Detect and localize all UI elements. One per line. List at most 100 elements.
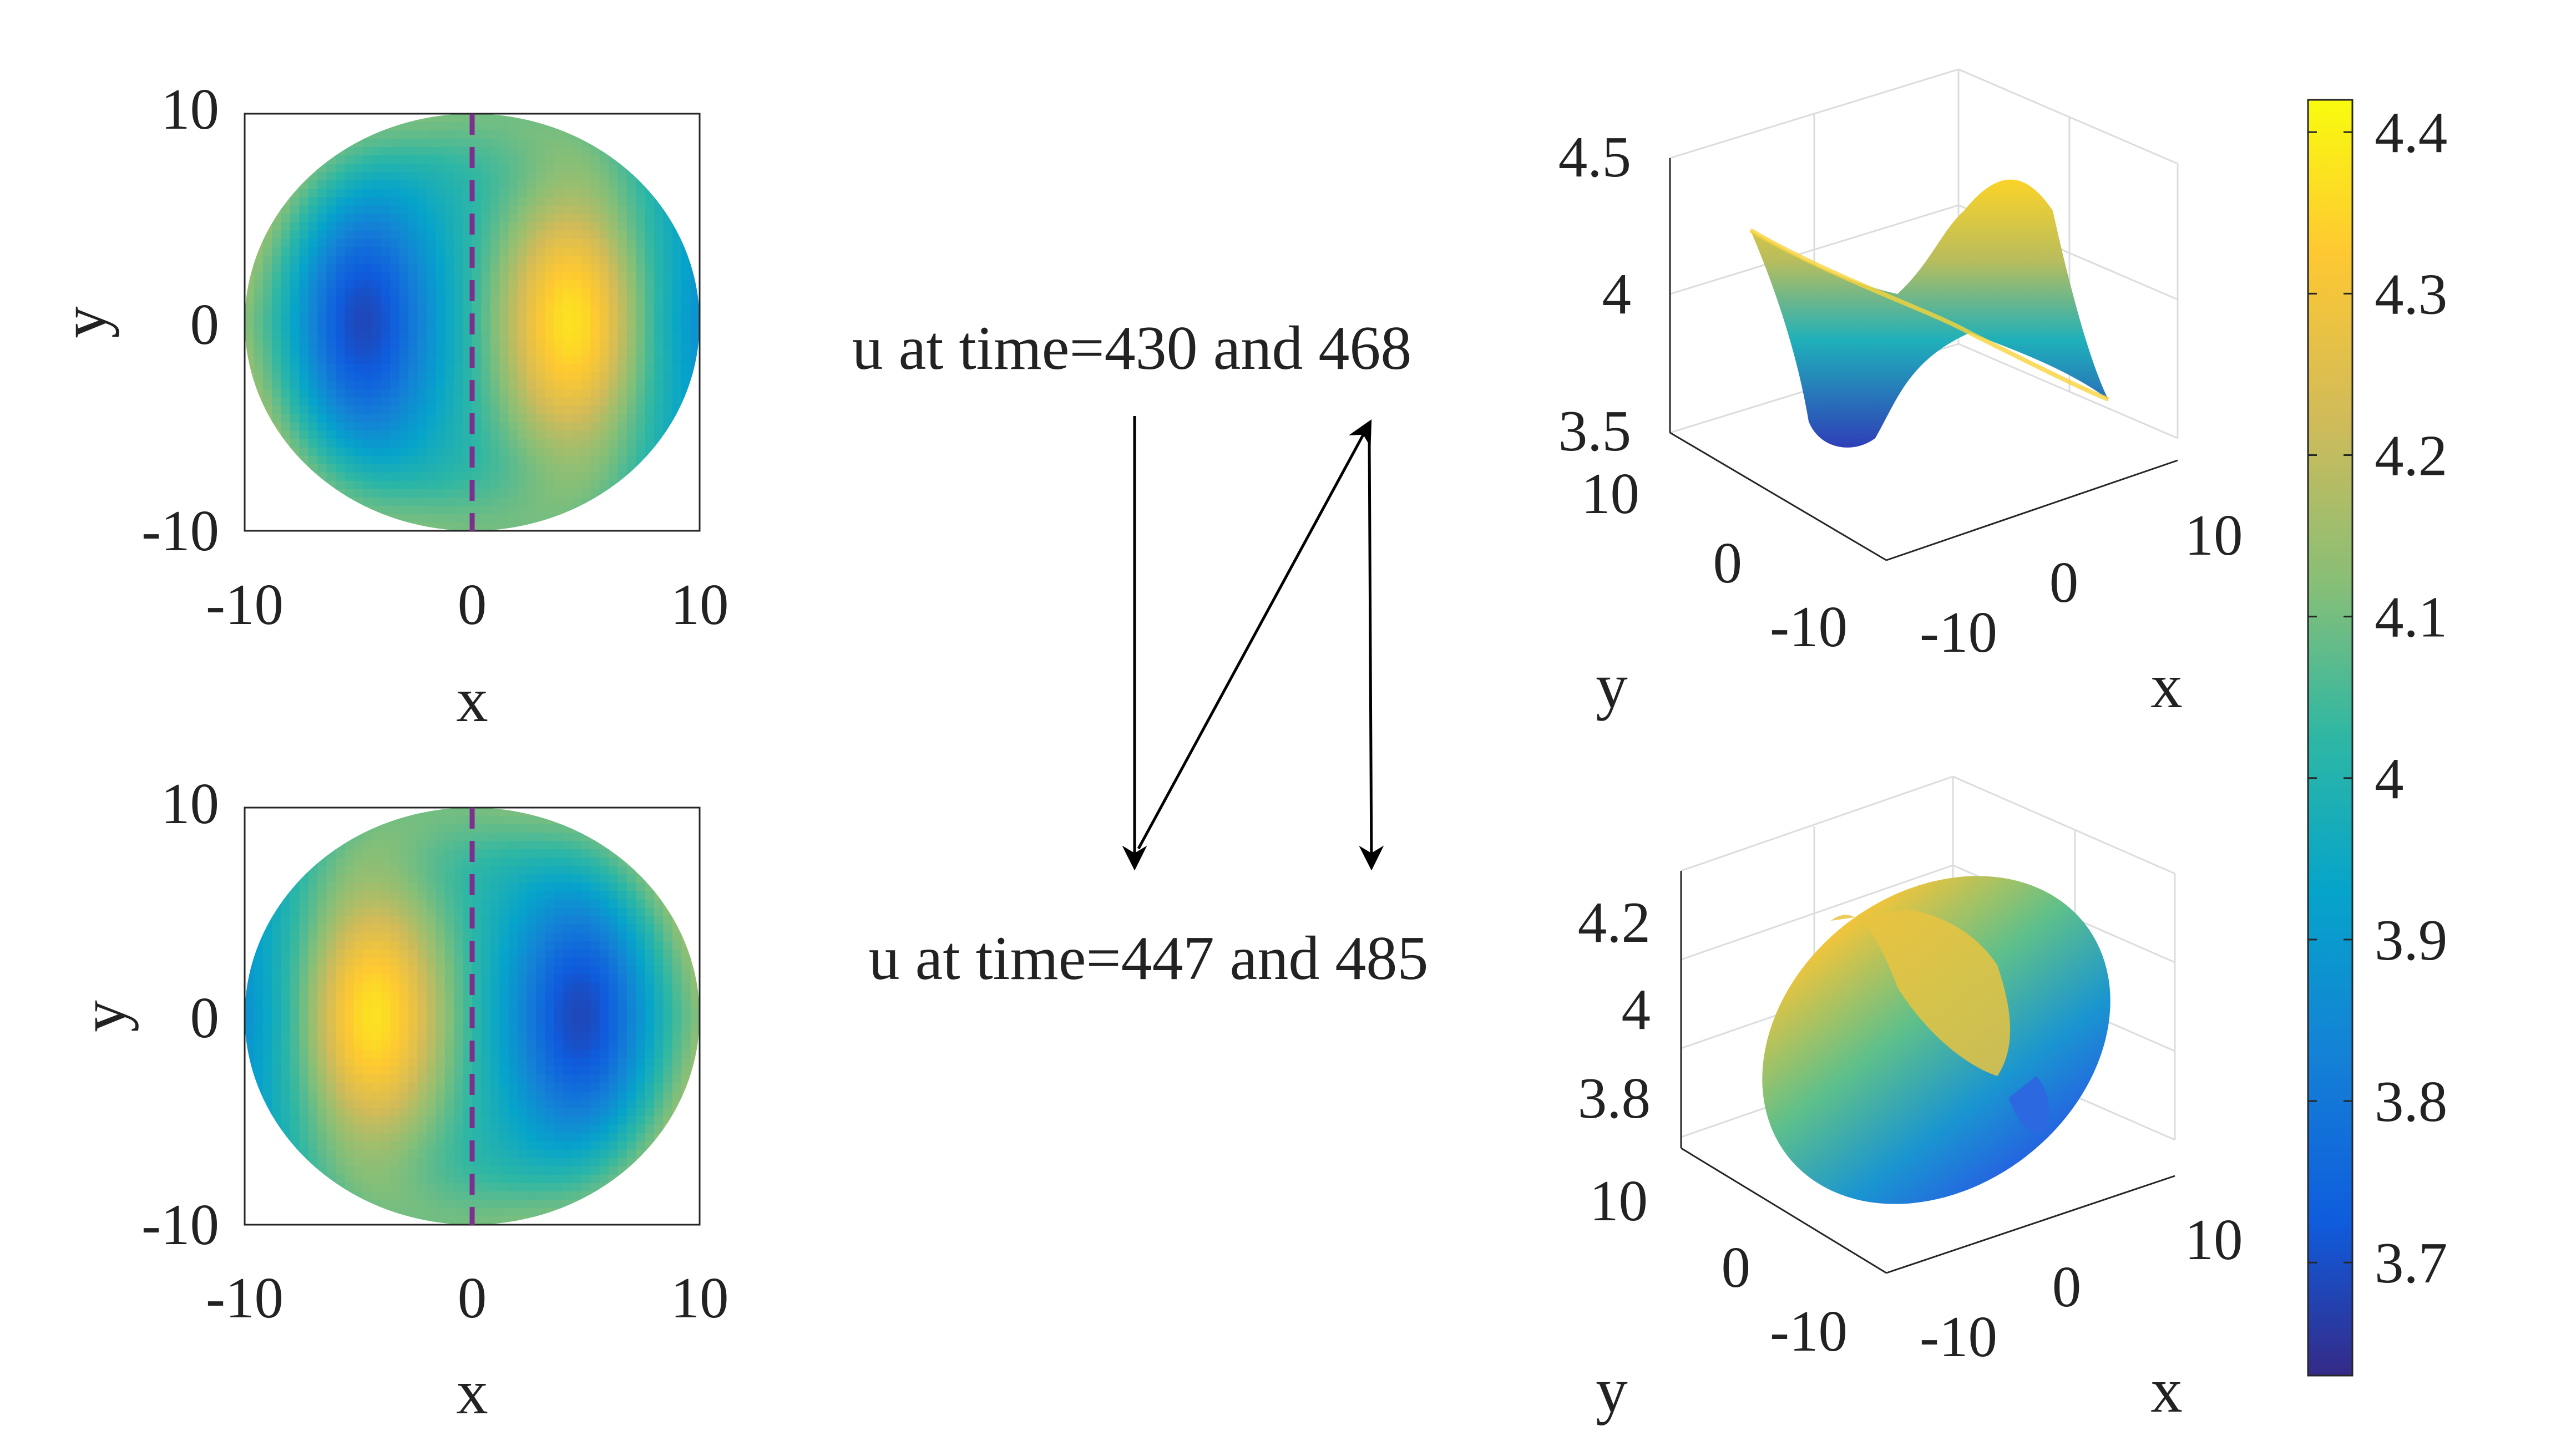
heatmap-cell <box>308 122 318 131</box>
heatmap-cell <box>436 841 446 850</box>
heatmap-cell <box>590 130 600 139</box>
heatmap-cell <box>609 480 619 490</box>
heatmap-cell <box>427 949 437 958</box>
heatmap-cell <box>436 1066 446 1075</box>
heatmap-cell <box>681 514 691 523</box>
heatmap-cell <box>308 907 318 917</box>
heatmap-cell <box>272 480 282 490</box>
heatmap-cell <box>363 808 373 816</box>
heatmap-cell <box>609 974 619 983</box>
heatmap-cell <box>336 874 346 884</box>
heatmap-cell <box>481 1049 491 1058</box>
heatmap-cell <box>590 263 600 273</box>
heatmap-cell <box>663 214 673 223</box>
heatmap-cell <box>290 288 300 298</box>
heatmap-cell <box>262 1099 272 1109</box>
heatmap-cell <box>654 999 664 1008</box>
heatmap-cell <box>636 966 646 975</box>
heatmap-cell <box>508 139 518 148</box>
heatmap-cell <box>363 1083 373 1092</box>
heatmap-cell <box>626 255 636 265</box>
heatmap-cell <box>572 339 582 348</box>
heatmap-cell <box>245 1174 255 1184</box>
heatmap-cell <box>599 1083 609 1092</box>
heatmap-cell <box>326 841 336 850</box>
heatmap-cell <box>636 130 646 139</box>
heatmap-cell <box>444 824 454 833</box>
heatmap-cell <box>545 957 555 967</box>
heatmap-cell <box>508 331 518 339</box>
heatmap-cell <box>353 1166 363 1175</box>
heatmap-cell <box>572 347 582 356</box>
heatmap-cell <box>436 1007 446 1017</box>
heatmap-cell <box>636 1074 646 1084</box>
heatmap-cell <box>444 288 454 298</box>
heatmap-cell <box>262 1024 272 1033</box>
heatmap-cell <box>281 891 291 900</box>
heatmap-cell <box>436 1183 446 1192</box>
heatmap-cell <box>372 1033 382 1042</box>
heatmap-cell <box>572 405 582 415</box>
heatmap-cell <box>490 1099 500 1109</box>
heatmap-cell <box>390 1149 400 1159</box>
heatmap-cell <box>599 1149 609 1159</box>
heatmap-cell <box>381 180 391 190</box>
heatmap-cell <box>436 139 446 148</box>
heatmap-cell <box>590 899 600 909</box>
heatmap-cell <box>609 255 619 265</box>
heatmap-cell <box>399 982 409 992</box>
heatmap-cell <box>254 1174 264 1184</box>
heatmap-cell <box>481 522 491 531</box>
heatmap-cell <box>499 999 509 1008</box>
heatmap-cell <box>626 924 636 934</box>
heatmap-cell <box>345 280 355 290</box>
heatmap-cell <box>663 1124 673 1134</box>
heatmap-cell <box>590 1158 600 1167</box>
heatmap-cell <box>636 949 646 958</box>
heatmap-cell <box>281 180 291 190</box>
heatmap-cell <box>599 247 609 256</box>
heatmap-cell <box>535 899 545 909</box>
heatmap-cell <box>518 1208 528 1217</box>
heatmap-cell <box>545 381 555 390</box>
heatmap-cell <box>663 364 673 373</box>
heatmap-cell <box>417 205 427 215</box>
heatmap-cell <box>590 255 600 265</box>
heatmap-cell <box>326 1183 336 1192</box>
heatmap-cell <box>417 924 427 934</box>
heatmap-cell <box>272 1149 282 1159</box>
heatmap-cell <box>681 1141 691 1150</box>
heatmap-cell <box>490 480 500 490</box>
heatmap-cell <box>299 205 309 215</box>
heatmap-cell <box>599 255 609 265</box>
heatmap-cell <box>272 924 282 934</box>
heatmap-cell <box>663 833 673 841</box>
heatmap-cell <box>299 1208 309 1217</box>
heatmap-cell <box>281 882 291 892</box>
heatmap-cell <box>518 414 528 423</box>
heatmap-cell <box>563 205 573 215</box>
heatmap-cell <box>581 472 591 481</box>
heatmap-cell <box>481 849 491 859</box>
heatmap-cell <box>518 189 528 198</box>
heatmap-cell <box>262 1083 272 1092</box>
heatmap-cell <box>436 1208 446 1217</box>
heatmap-cell <box>481 422 491 432</box>
heatmap-cell <box>427 439 437 448</box>
heatmap-cell <box>399 313 409 323</box>
heatmap-cell <box>317 1208 327 1217</box>
heatmap-cell <box>254 966 264 975</box>
heatmap-cell <box>299 1041 309 1050</box>
heatmap-cell <box>672 841 682 850</box>
heatmap-cell <box>554 347 564 356</box>
heatmap-cell <box>326 816 336 825</box>
heatmap-cell <box>563 1033 573 1042</box>
heatmap-cell <box>599 866 609 875</box>
heatmap-cell <box>490 957 500 967</box>
heatmap-cell <box>317 1024 327 1033</box>
heatmap-cell <box>272 255 282 265</box>
heatmap-cell <box>363 372 373 382</box>
heatmap-cell <box>654 1174 664 1184</box>
heatmap-cell <box>545 247 555 256</box>
heatmap-cell <box>417 1058 427 1067</box>
